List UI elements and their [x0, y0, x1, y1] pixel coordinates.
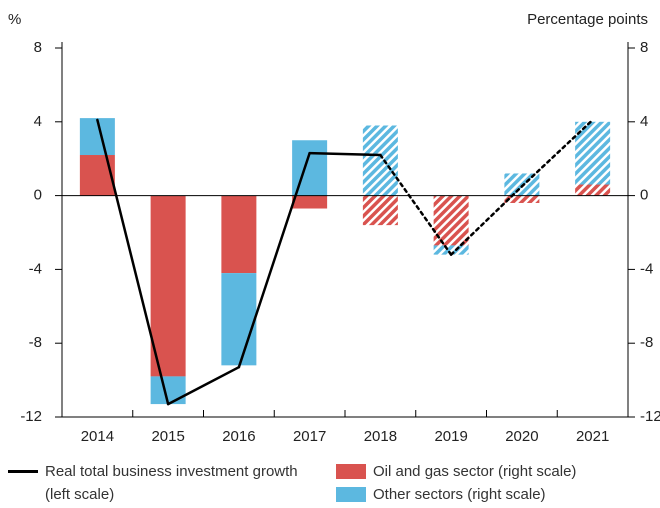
x-tick-label: 2021 — [576, 428, 609, 445]
bar — [150, 195, 186, 377]
bar — [362, 195, 398, 226]
x-tick-label: 2019 — [434, 428, 467, 445]
bar — [575, 184, 611, 196]
x-tick-label: 2018 — [364, 428, 397, 445]
x-tick-label: 2016 — [222, 428, 255, 445]
line-segment — [166, 365, 241, 406]
y-tick-label: 4 — [34, 113, 42, 130]
bar — [221, 273, 257, 366]
bar — [504, 195, 540, 203]
x-tick-label: 2015 — [151, 428, 184, 445]
y2-tick-label: -4 — [640, 260, 653, 277]
legend-swatch — [8, 470, 38, 473]
bar — [221, 195, 257, 274]
legend-label: Real total business investment growth (l… — [45, 463, 298, 503]
y2-tick-label: 8 — [640, 39, 648, 56]
legend-swatch — [336, 487, 366, 502]
y2-tick-label: -8 — [640, 334, 653, 351]
bar — [504, 173, 540, 196]
line-segment — [237, 151, 311, 369]
legend-swatch — [336, 464, 366, 479]
y-tick-label: -12 — [20, 408, 42, 425]
y-tick-label: 8 — [34, 39, 42, 56]
y2-tick-label: -12 — [640, 408, 660, 425]
y2-tick-label: 0 — [640, 187, 648, 204]
bar — [362, 125, 398, 196]
x-tick-label: 2020 — [505, 428, 538, 445]
y-axis-label: % — [8, 11, 21, 28]
x-tick-label: 2017 — [293, 428, 326, 445]
line-segment — [520, 118, 594, 188]
line-segment — [379, 153, 453, 256]
x-tick-label: 2014 — [81, 428, 114, 445]
chart: % Percentage points -12 -8 -4 0 4 8 -12 -8 -4 0 4 8… — [8, 11, 660, 445]
line-segment — [449, 185, 524, 256]
y2-tick-label: 4 — [640, 113, 648, 130]
bar — [433, 245, 469, 255]
bar — [292, 195, 328, 209]
legend-label: Other sectors (right scale) — [373, 486, 546, 503]
y2-axis-label: Percentage points — [527, 11, 648, 28]
y-tick-label: 0 — [34, 187, 42, 204]
y-tick-label: -4 — [29, 260, 42, 277]
line-segment — [308, 151, 382, 157]
line-segment — [96, 118, 170, 406]
y-tick-label: -8 — [29, 334, 42, 351]
legend-label: Oil and gas sector (right scale) — [373, 463, 577, 480]
bar — [79, 155, 115, 196]
